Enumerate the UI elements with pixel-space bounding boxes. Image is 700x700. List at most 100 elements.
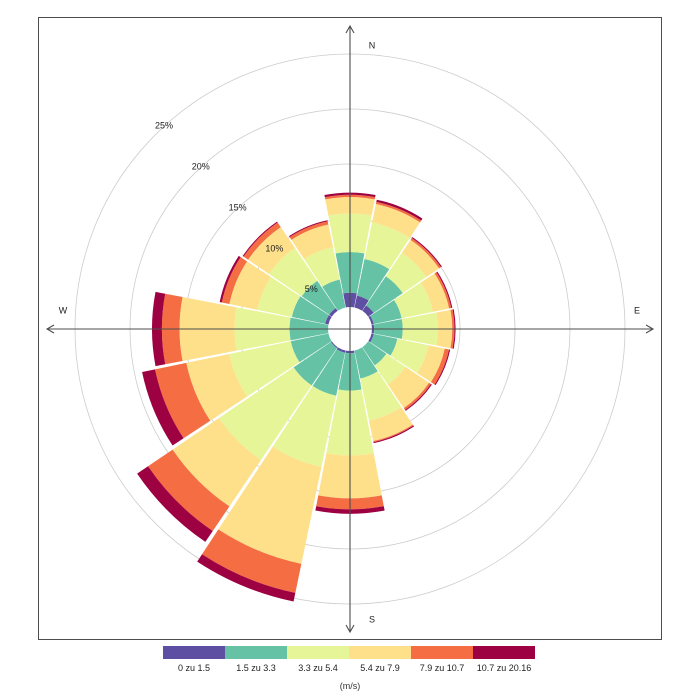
- petal-SSW-1: [312, 349, 346, 396]
- petal-SE-5: [405, 384, 432, 411]
- petal-SSW-3: [218, 446, 322, 564]
- petal-SSE-1: [354, 347, 378, 379]
- petal-SE-2: [374, 353, 406, 385]
- petal-NW-1: [301, 280, 336, 315]
- petal-WNW-1: [291, 296, 329, 324]
- petal-ENE-4: [434, 272, 452, 309]
- petal-SE-3: [387, 366, 430, 409]
- legend-label-2: 3.3 zu 5.4: [298, 663, 338, 673]
- petal-NNE-0: [354, 295, 369, 311]
- petal-SW-4: [148, 449, 230, 531]
- petal-NE-5: [411, 237, 442, 268]
- direction-label-W: W: [59, 305, 68, 315]
- petal-SW-2: [218, 367, 312, 461]
- petal-NNW-2: [304, 247, 340, 287]
- petal-SW-1: [293, 341, 338, 386]
- petal-SSE-2: [360, 371, 402, 421]
- petal-WSW-1: [290, 333, 332, 363]
- petal-WNW-4: [221, 257, 248, 305]
- petal-NNE-2: [364, 222, 410, 270]
- petal-SSW-2: [272, 386, 337, 467]
- petal-ENE-5: [436, 271, 453, 309]
- petal-WNW-5: [219, 255, 241, 303]
- direction-label-E: E: [634, 305, 640, 315]
- petal-NW-3: [248, 227, 295, 274]
- petal-WSW-4: [155, 362, 211, 439]
- petal-SSE-5: [373, 425, 415, 444]
- petal-N-5: [324, 192, 376, 198]
- petal-NNW-1: [322, 279, 346, 311]
- petal-WSW-5: [142, 369, 184, 446]
- plot-frame: [38, 17, 662, 640]
- direction-label-N: N: [369, 40, 376, 50]
- legend-swatch-0: [163, 646, 225, 659]
- legend-swatch-4: [411, 646, 473, 659]
- petal-NNE-1: [356, 258, 390, 301]
- legend-label-4: 7.9 zu 10.7: [420, 663, 465, 673]
- ring-label-5%: 5%: [305, 284, 318, 294]
- legend-swatch-5: [473, 646, 535, 659]
- legend-label-3: 5.4 zu 7.9: [360, 663, 400, 673]
- petal-NE-4: [410, 238, 441, 269]
- legend-swatch-3: [349, 646, 411, 659]
- petal-SW-5: [137, 466, 213, 542]
- legend: 0 zu 1.5 1.5 zu 3.3 3.3 zu 5.4 5.4 zu 7.9 7.…: [163, 646, 535, 673]
- petal-NNW-5: [289, 220, 328, 238]
- petal-ENE-2: [394, 282, 433, 319]
- petal-NE-3: [401, 239, 440, 278]
- arrowhead-e: [645, 324, 655, 334]
- petal-NW-4: [243, 222, 281, 260]
- petal-ESE-1: [370, 333, 398, 356]
- petal-SSW-5: [197, 554, 296, 602]
- petal-ENE-0: [368, 315, 374, 325]
- legend-title: (m/s): [340, 681, 361, 691]
- petal-SSW-0: [336, 347, 346, 353]
- arrowhead-n: [345, 24, 355, 34]
- petal-SSE-3: [368, 407, 413, 442]
- petal-WNW-3: [229, 261, 271, 310]
- petal-WNW-2: [257, 277, 301, 317]
- petal-NNE-4: [375, 201, 422, 223]
- axes-layer: N S E W: [45, 24, 655, 634]
- ring-label-15%: 15%: [229, 202, 247, 212]
- petal-N-4: [324, 194, 376, 200]
- legend-label-5: 10.7 zu 20.16: [477, 663, 532, 673]
- petal-SSE-4: [373, 424, 414, 443]
- petal-SE-1: [362, 341, 387, 366]
- petal-WSW-2: [229, 341, 300, 397]
- petal-SW-0: [330, 341, 338, 349]
- petal-SE-4: [403, 382, 431, 410]
- legend-label-1: 1.5 zu 3.3: [236, 663, 276, 673]
- ring-label-20%: 20%: [192, 162, 210, 172]
- ring-label-25%: 25%: [155, 121, 173, 131]
- petal-ESE-2: [390, 338, 429, 374]
- petal-ESE-4: [430, 348, 450, 385]
- petal-ENE-3: [420, 273, 450, 312]
- petal-SSW-4: [202, 529, 302, 593]
- petal-ESE-3: [417, 345, 445, 383]
- petal-WSW-3: [186, 353, 248, 421]
- petal-NNE-5: [376, 199, 423, 221]
- petal-NE-2: [385, 252, 427, 294]
- petal-NNW-4: [289, 221, 329, 240]
- ring-label-10%: 10%: [265, 243, 283, 253]
- arrowhead-w: [45, 324, 55, 334]
- petal-NE-1: [366, 276, 403, 313]
- legend-swatch-2: [287, 646, 349, 659]
- petal-NW-2: [269, 248, 318, 297]
- petal-NNE-3: [372, 204, 421, 238]
- petals-layer: [137, 192, 456, 602]
- legend-label-0: 0 zu 1.5: [178, 663, 210, 673]
- petal-SW-3: [172, 418, 261, 507]
- petal-ESE-5: [434, 349, 451, 386]
- direction-label-S: S: [369, 614, 375, 624]
- petal-ESE-0: [368, 333, 374, 343]
- arrowhead-s: [345, 624, 355, 634]
- petal-WNW-0: [325, 315, 332, 325]
- petal-NE-0: [362, 305, 374, 317]
- ring-labels-layer: 5% 10% 15% 20% 25%: [155, 121, 318, 295]
- petal-ENE-1: [370, 300, 402, 325]
- petal-E-5: [452, 309, 456, 349]
- petal-NNW-3: [291, 224, 334, 260]
